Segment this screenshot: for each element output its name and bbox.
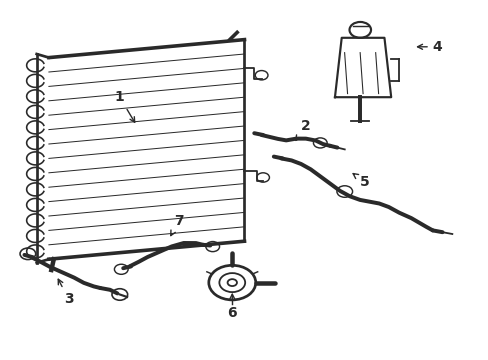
Text: 4: 4 [417,40,442,54]
Text: 6: 6 [227,294,237,320]
Text: 3: 3 [58,279,73,306]
Text: 7: 7 [170,215,183,235]
Text: 1: 1 [115,90,134,122]
Text: 2: 2 [295,119,310,140]
Text: 5: 5 [352,174,368,189]
